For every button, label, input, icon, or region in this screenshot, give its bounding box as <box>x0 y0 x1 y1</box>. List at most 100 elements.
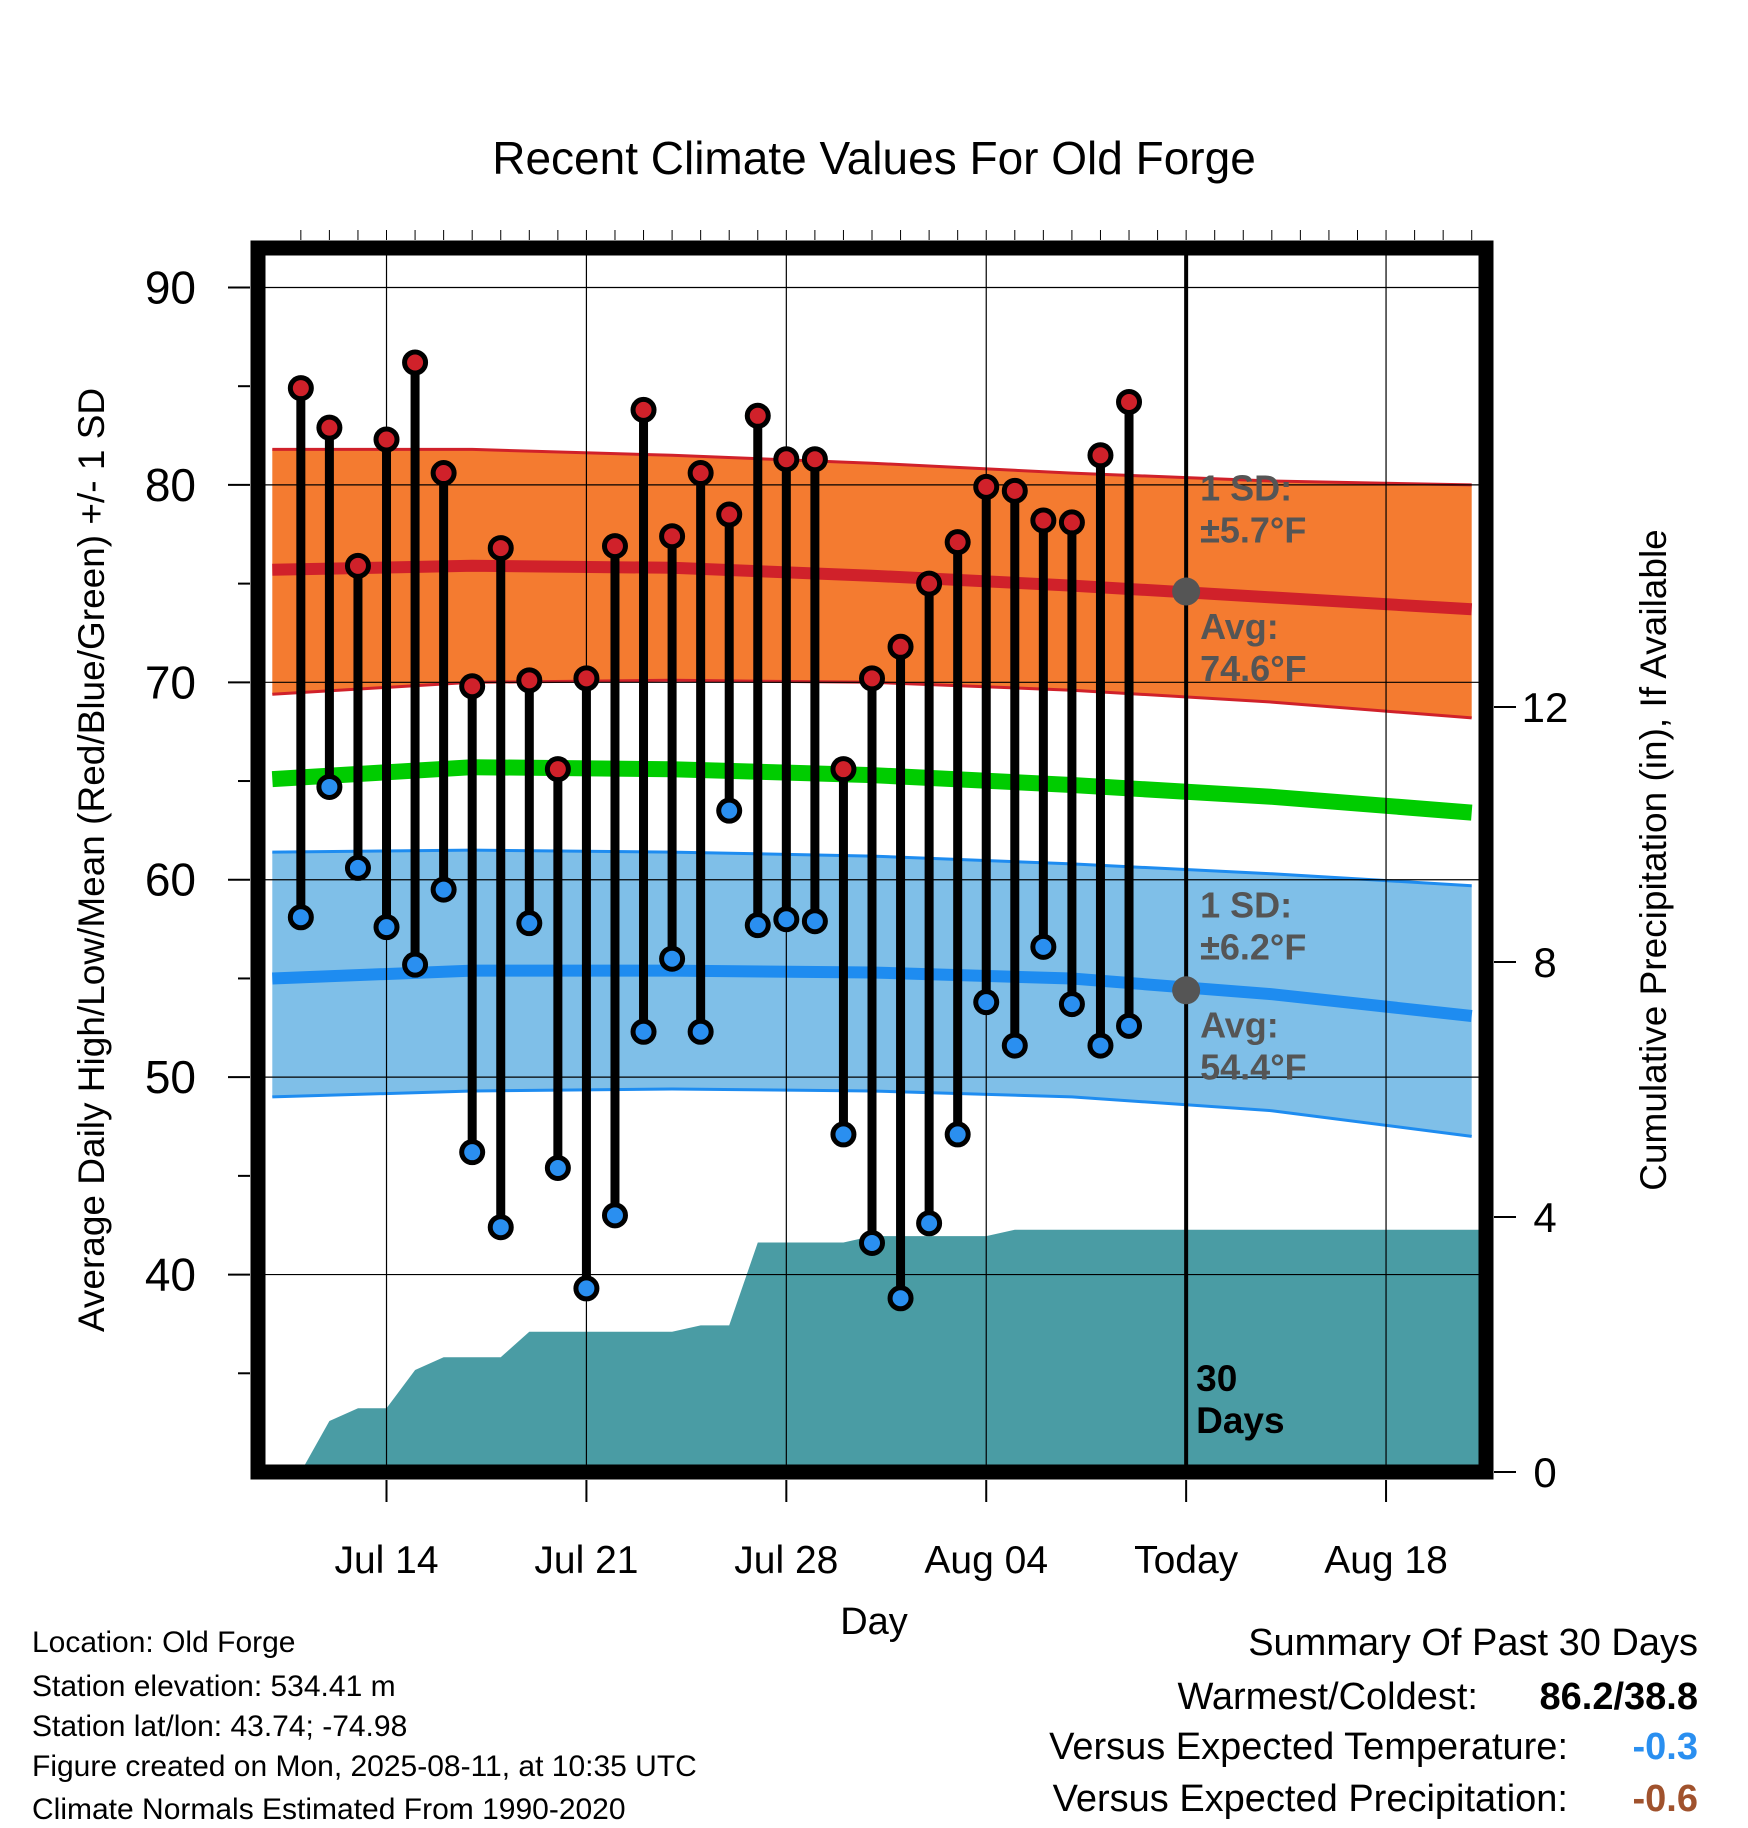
x-axis-label: Day <box>840 1601 908 1643</box>
today-window-label: Days <box>1196 1400 1284 1441</box>
daily-low-point <box>1058 991 1085 1018</box>
daily-high-point <box>430 460 457 487</box>
daily-high-point <box>744 402 771 429</box>
daily-high-point <box>830 756 857 783</box>
daily-low-point <box>316 773 343 800</box>
daily-low-point <box>430 876 457 903</box>
daily-high-point <box>1030 507 1057 534</box>
daily-high-point <box>659 523 686 550</box>
low-sd-annotation: ±6.2°F <box>1200 926 1306 967</box>
daily-high-point <box>801 446 828 473</box>
x-tick-label: Today <box>1134 1539 1239 1582</box>
daily-high-point <box>773 446 800 473</box>
daily-high-point <box>916 570 943 597</box>
daily-high-point <box>1001 477 1028 504</box>
daily-high-point <box>601 533 628 560</box>
y-tick-label: 70 <box>145 656 196 708</box>
daily-low-point <box>944 1121 971 1148</box>
created-text: Figure created on Mon, 2025-08-11, at 10… <box>32 1750 697 1783</box>
warm-cold-value: 86.2/38.8 <box>1539 1676 1698 1718</box>
daily-low-point <box>287 904 314 931</box>
daily-low-point <box>859 1229 885 1256</box>
daily-high-point <box>687 460 714 487</box>
y2-tick-label: 8 <box>1533 939 1556 986</box>
daily-low-point <box>973 989 1000 1016</box>
today-high-avg-point <box>1172 577 1201 606</box>
y-tick-label: 80 <box>145 459 196 511</box>
daily-low-point <box>516 910 543 937</box>
precip-area <box>272 1229 1486 1472</box>
daily-high-point <box>1116 388 1143 415</box>
daily-high-point <box>344 552 371 579</box>
latlon-text: Station lat/lon: 43.74; -74.98 <box>32 1710 408 1743</box>
plot-frame <box>250 240 1494 1480</box>
daily-high-point <box>544 756 571 783</box>
daily-low-point <box>887 1285 914 1312</box>
today-window-label: 30 <box>1196 1358 1237 1399</box>
chart-title: Recent Climate Values For Old Forge <box>492 132 1256 184</box>
elevation-text: Station elevation: 534.41 m <box>32 1670 396 1703</box>
daily-high-point <box>459 673 486 700</box>
daily-low-point <box>916 1210 943 1237</box>
x-tick-label: Jul 28 <box>734 1539 838 1582</box>
high-mean-line <box>272 559 1473 616</box>
daily-high-point <box>716 501 743 528</box>
high-avg-annotation: 74.6°F <box>1200 648 1306 689</box>
temp-departure-label: Versus Expected Temperature: <box>1049 1726 1568 1768</box>
normals-text: Climate Normals Estimated From 1990-2020 <box>32 1793 626 1826</box>
high-sd-band <box>272 449 1472 718</box>
y-tick-label: 60 <box>145 854 196 906</box>
precip-departure-value: -0.6 <box>1632 1778 1698 1820</box>
warm-cold-label: Warmest/Coldest: <box>1177 1676 1478 1718</box>
daily-low-point <box>659 945 686 972</box>
low-avg-annotation: Avg: <box>1200 1005 1279 1046</box>
x-tick-label: Jul 21 <box>534 1539 638 1582</box>
y2-tick-label: 0 <box>1533 1449 1556 1496</box>
daily-low-point <box>744 912 771 939</box>
daily-low-point <box>1030 933 1057 960</box>
daily-high-point <box>973 473 1000 500</box>
daily-low-point <box>544 1154 571 1181</box>
daily-low-point <box>716 797 743 824</box>
daily-low-point <box>773 906 800 933</box>
temp-departure-value: -0.3 <box>1632 1726 1698 1768</box>
low-sd-annotation: 1 SD: <box>1200 884 1292 925</box>
daily-low-point <box>459 1139 486 1166</box>
daily-low-point <box>373 914 400 941</box>
high-avg-annotation: Avg: <box>1200 606 1279 647</box>
daily-low-point <box>601 1202 628 1229</box>
location-text: Location: Old Forge <box>32 1626 296 1659</box>
daily-high-point <box>487 535 514 562</box>
high-sd-annotation: ±5.7°F <box>1200 510 1306 551</box>
x-tick-label: Jul 14 <box>334 1539 438 1582</box>
daily-low-point <box>573 1275 600 1302</box>
daily-low-point <box>801 908 828 935</box>
daily-high-point <box>573 665 600 692</box>
daily-high-point <box>287 375 314 402</box>
daily-low-point <box>830 1121 857 1148</box>
daily-low-point <box>1087 1032 1114 1059</box>
daily-low-point <box>344 854 371 881</box>
x-tick-label: Aug 18 <box>1324 1539 1448 1582</box>
daily-low-point <box>487 1214 514 1241</box>
daily-high-point <box>887 633 914 660</box>
daily-low-point <box>687 1018 714 1045</box>
y-axis-label: Average Daily High/Low/Mean (Red/Blue/Gr… <box>71 388 112 1332</box>
y-tick-label: 50 <box>145 1051 196 1103</box>
daily-low-point <box>402 951 429 978</box>
high-sd-band-upper-edge <box>272 447 1472 487</box>
daily-high-point <box>1087 442 1114 469</box>
daily-high-point <box>630 396 657 423</box>
low-avg-annotation: 54.4°F <box>1200 1047 1306 1088</box>
daily-low-point <box>1116 1012 1143 1039</box>
summary-title: Summary Of Past 30 Days <box>1248 1622 1698 1664</box>
daily-low-point <box>630 1018 657 1045</box>
y2-tick-label: 4 <box>1533 1194 1556 1241</box>
daily-high-point <box>859 665 885 692</box>
high-sd-annotation: 1 SD: <box>1200 468 1292 509</box>
y2-tick-label: 12 <box>1522 684 1569 731</box>
daily-high-point <box>516 667 543 694</box>
daily-low-point <box>1001 1032 1028 1059</box>
y-tick-label: 40 <box>145 1249 196 1301</box>
